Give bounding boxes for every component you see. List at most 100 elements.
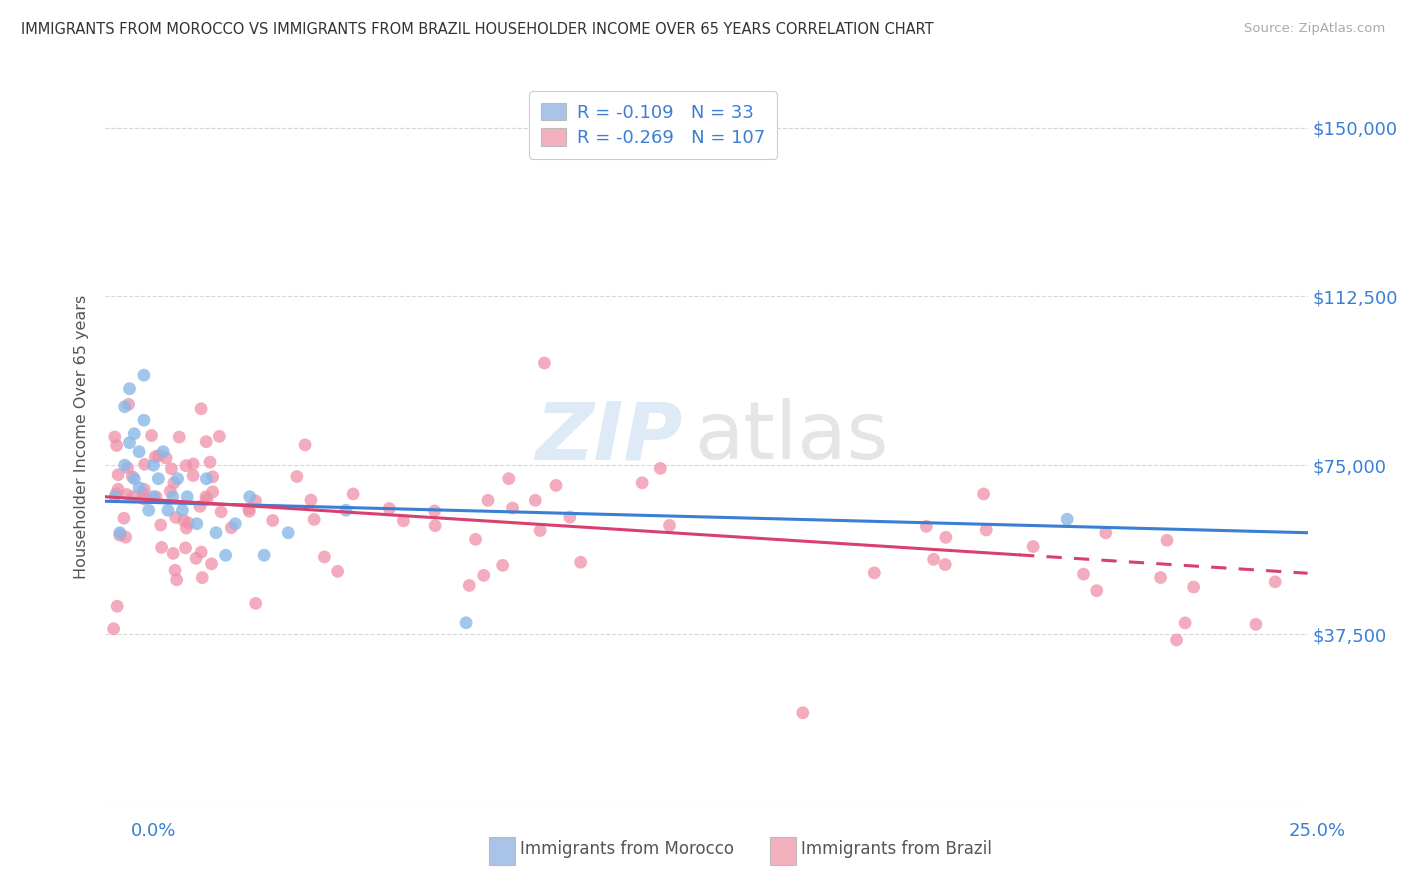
Point — [208, 429, 231, 443]
Point — [935, 530, 957, 544]
Point — [114, 400, 136, 414]
Point — [195, 472, 218, 486]
Point — [174, 541, 197, 555]
Point — [115, 487, 138, 501]
Point — [103, 622, 125, 636]
Point — [277, 525, 299, 540]
Point — [105, 487, 128, 501]
Point — [224, 516, 246, 531]
Point — [165, 563, 187, 577]
Point — [150, 541, 173, 555]
Point — [124, 472, 146, 486]
Point — [104, 430, 127, 444]
Point — [201, 484, 224, 499]
Point — [176, 521, 198, 535]
Point — [132, 368, 155, 383]
Point — [1156, 533, 1178, 548]
Point — [262, 514, 284, 528]
Point — [143, 450, 166, 464]
Point — [162, 546, 184, 560]
Point — [245, 493, 267, 508]
Point — [529, 524, 551, 538]
Point — [392, 514, 415, 528]
Point — [198, 455, 221, 469]
Point — [145, 490, 167, 504]
Point — [456, 615, 478, 630]
Point — [1149, 570, 1171, 584]
Point — [174, 458, 197, 473]
Text: 0.0%: 0.0% — [131, 822, 176, 840]
Point — [141, 428, 163, 442]
Point — [472, 568, 495, 582]
Y-axis label: Householder Income Over 65 years: Householder Income Over 65 years — [75, 295, 90, 579]
Point — [152, 444, 174, 458]
Point — [423, 504, 446, 518]
Point — [1085, 583, 1108, 598]
Point — [285, 469, 308, 483]
Point — [114, 530, 136, 544]
Point — [205, 525, 228, 540]
Point — [1166, 632, 1188, 647]
Point — [191, 571, 214, 585]
Point — [974, 523, 997, 537]
Point — [533, 356, 555, 370]
Text: 25.0%: 25.0% — [1288, 822, 1346, 840]
Point — [132, 413, 155, 427]
Point — [107, 483, 129, 497]
Point — [464, 533, 486, 547]
Point — [117, 460, 139, 475]
Point — [1022, 540, 1045, 554]
Point — [134, 458, 156, 472]
Point — [524, 493, 547, 508]
Point — [477, 493, 499, 508]
Point — [498, 472, 520, 486]
Point — [142, 490, 165, 504]
Point — [201, 470, 224, 484]
Point — [1056, 512, 1078, 526]
Point — [194, 490, 217, 504]
Point — [122, 490, 145, 504]
Point — [922, 552, 945, 566]
Text: ZIP: ZIP — [536, 398, 682, 476]
Point — [186, 516, 208, 531]
Point — [294, 438, 316, 452]
Point — [631, 475, 654, 490]
Point — [335, 503, 357, 517]
Point — [314, 549, 336, 564]
Point — [239, 490, 262, 504]
Point — [104, 490, 127, 504]
Point — [1174, 615, 1197, 630]
Point — [128, 444, 150, 458]
Point — [134, 483, 156, 497]
Point — [173, 514, 195, 528]
Point — [114, 458, 136, 473]
Point — [458, 578, 481, 592]
Point — [558, 510, 581, 524]
Point — [181, 457, 204, 471]
Point — [132, 491, 155, 506]
Point — [121, 469, 143, 483]
Point — [1244, 617, 1267, 632]
Point — [107, 467, 129, 482]
Point — [502, 501, 524, 516]
Point — [188, 500, 211, 514]
Text: atlas: atlas — [695, 398, 889, 476]
Point — [326, 565, 349, 579]
Point — [1094, 525, 1116, 540]
Point — [195, 434, 218, 449]
Point — [253, 548, 276, 562]
Point — [1182, 580, 1205, 594]
Point — [163, 475, 186, 490]
Point — [160, 462, 183, 476]
Point — [1073, 567, 1095, 582]
Point — [165, 510, 187, 524]
Text: Immigrants from Brazil: Immigrants from Brazil — [801, 840, 993, 858]
Point — [200, 557, 222, 571]
Point — [190, 545, 212, 559]
Point — [138, 503, 160, 517]
Point — [156, 503, 179, 517]
Point — [177, 516, 200, 530]
Point — [142, 458, 165, 473]
Point — [166, 573, 188, 587]
Legend: R = -0.109   N = 33, R = -0.269   N = 107: R = -0.109 N = 33, R = -0.269 N = 107 — [529, 91, 778, 159]
